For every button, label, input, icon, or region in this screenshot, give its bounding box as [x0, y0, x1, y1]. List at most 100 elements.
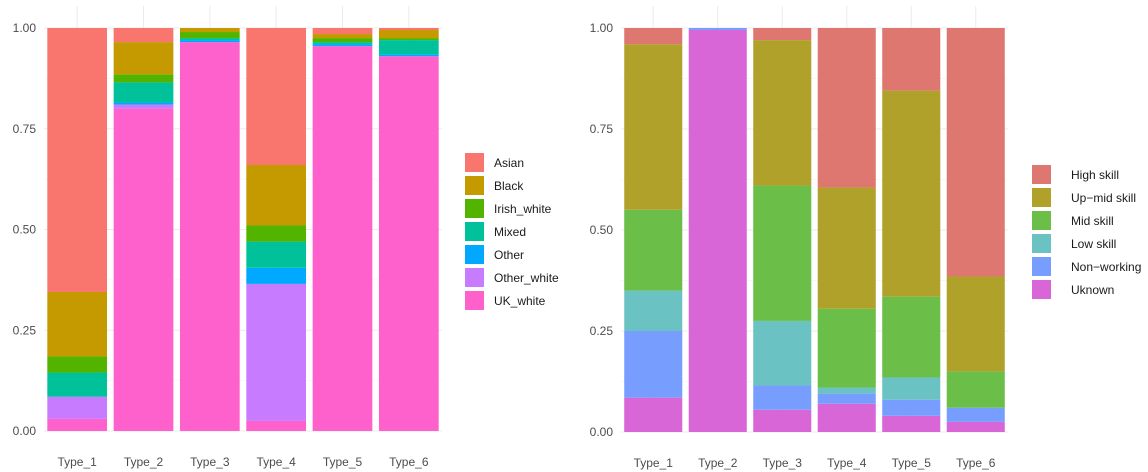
bar-segment-type-1-asian [47, 28, 108, 292]
bar-segment-type-1-uknown [624, 397, 683, 432]
bar-segment-type-3-mid-skill [753, 185, 812, 321]
legend-label-other-white: Other_white [494, 271, 559, 285]
bar-segment-type-6-uk-white [378, 56, 439, 432]
bar-segment-type-1-high-skill [624, 28, 683, 45]
x-tick-label: Type_4 [827, 456, 867, 470]
legend-swatch-mixed [465, 222, 484, 241]
bar-segment-type-2-other-white [113, 104, 174, 109]
bar-segment-type-4-non-working [817, 393, 876, 404]
bar-segment-type-5-asian [312, 28, 373, 35]
bar-segment-type-6-non-working [946, 407, 1005, 422]
y-tick-label: 0.50 [590, 223, 614, 237]
bar-segment-type-3-mixed [179, 38, 240, 41]
legend-swatch-black [465, 176, 484, 195]
bar-segment-type-2-non-working [688, 28, 747, 31]
bars [624, 28, 1005, 433]
legend-label-mid-skill: Mid skill [1071, 214, 1114, 228]
bar-segment-type-6-other [378, 54, 439, 57]
bar-segment-type-2-asian [113, 28, 174, 43]
legend-swatch-uk-white [465, 291, 484, 310]
x-tick-label: Type_3 [190, 455, 230, 469]
bar-segment-type-6-uknown [946, 421, 1005, 432]
bar-segment-type-3-up-mid-skill [753, 40, 812, 186]
bar-segment-type-3-non-working [753, 385, 812, 410]
bar-segment-type-4-other [246, 267, 307, 284]
bar-segment-type-6-mid-skill [946, 371, 1005, 408]
bar-segment-type-3-black [179, 28, 240, 33]
legend-swatch-mid-skill [1032, 211, 1051, 230]
legend-label-asian: Asian [494, 156, 524, 170]
legend: High skill Up−mid skill Mid skill Low skill… [1032, 165, 1141, 299]
legend-swatch-low-skill [1032, 234, 1051, 253]
x-tick-label: Type_5 [892, 456, 932, 470]
legend-swatch-irish-white [465, 199, 484, 218]
legend-swatch-other-white [465, 268, 484, 287]
x-tick-label: Type_4 [256, 455, 296, 469]
y-tick-label: 0.00 [590, 425, 614, 439]
y-tick-label: 0.50 [13, 223, 37, 237]
bar-segment-type-5-mixed [312, 42, 373, 45]
bar-segment-type-4-up-mid-skill [817, 187, 876, 309]
x-tick-label: Type_1 [57, 455, 97, 469]
bar-segment-type-6-asian [378, 28, 439, 31]
bar-segment-type-5-high-skill [882, 28, 941, 91]
bar-segment-type-3-irish-white [179, 32, 240, 39]
x-tick-label: Type_2 [698, 456, 738, 470]
legend-label-uknown: Uknown [1071, 283, 1114, 297]
x-tick-label: Type_2 [124, 455, 164, 469]
bar-segment-type-2-irish-white [113, 74, 174, 83]
bar-segment-type-6-black [378, 30, 439, 39]
bar-segment-type-1-uk-white [47, 418, 108, 431]
bar-segment-type-1-mixed [47, 372, 108, 397]
x-tick-label: Type_1 [634, 456, 674, 470]
bar-segment-type-4-low-skill [817, 387, 876, 394]
y-tick-label: 0.25 [13, 323, 37, 337]
legend-swatch-non-working [1032, 257, 1051, 276]
legend-label-high-skill: High skill [1071, 168, 1119, 182]
x-tick-label: Type_6 [389, 455, 429, 469]
y-axis: 0.00 0.25 0.50 0.75 1.00 [590, 21, 614, 439]
bar-segment-type-3-high-skill [753, 28, 812, 41]
bar-segment-type-6-irish-white [378, 38, 439, 41]
legend-swatch-high-skill [1032, 165, 1051, 184]
bar-segment-type-6-mixed [378, 40, 439, 55]
bar-segment-type-2-mixed [113, 82, 174, 103]
bar-segment-type-4-asian [246, 28, 307, 166]
x-tick-label: Type_3 [763, 456, 803, 470]
legend-label-non-working: Non−working [1071, 260, 1141, 274]
bar-segment-type-4-mixed [246, 241, 307, 268]
y-tick-label: 1.00 [13, 21, 37, 35]
bar-segment-type-3-uk-white [179, 42, 240, 431]
bar-segment-type-5-other [312, 44, 373, 47]
legend-label-other: Other [494, 248, 524, 262]
bar-segment-type-3-uknown [753, 409, 812, 432]
bar-segment-type-3-low-skill [753, 320, 812, 386]
bar-segment-type-1-non-working [624, 331, 683, 398]
legend-label-irish-white: Irish_white [494, 202, 552, 216]
y-axis: 0.00 0.25 0.50 0.75 1.00 [13, 21, 37, 438]
x-axis: Type_1 Type_2 Type_3 Type_4 Type_5 Type_6 [57, 455, 428, 469]
bars [47, 28, 439, 432]
bar-segment-type-3-other [179, 40, 240, 43]
y-tick-label: 0.75 [13, 122, 37, 136]
legend-label-up-mid-skill: Up−mid skill [1071, 191, 1136, 205]
x-axis: Type_1 Type_2 Type_3 Type_4 Type_5 Type_6 [634, 456, 996, 470]
y-tick-label: 0.00 [13, 424, 37, 438]
bar-segment-type-5-up-mid-skill [882, 90, 941, 297]
bar-segment-type-5-mid-skill [882, 296, 941, 378]
bar-segment-type-5-uk-white [312, 46, 373, 431]
bar-segment-type-6-up-mid-skill [946, 276, 1005, 372]
y-tick-label: 0.25 [590, 324, 614, 338]
legend: Asian Black Irish_white Mixed Other Other_whi… [465, 153, 559, 310]
bar-segment-type-5-black [312, 34, 373, 39]
legend-label-black: Black [494, 179, 524, 193]
bar-segment-type-2-uknown [688, 30, 747, 433]
bar-segment-type-4-mid-skill [817, 308, 876, 388]
bar-segment-type-2-other [113, 102, 174, 105]
bar-segment-type-4-irish-white [246, 225, 307, 242]
bar-segment-type-2-uk-white [113, 108, 174, 431]
bar-segment-type-1-low-skill [624, 290, 683, 331]
legend-swatch-up-mid-skill [1032, 188, 1051, 207]
ethnicity-stacked-bar-chart: 0.00 0.25 0.50 0.75 1.00 Type_1 Type_2 Type_3 Ty… [13, 6, 559, 469]
x-tick-label: Type_6 [956, 456, 996, 470]
